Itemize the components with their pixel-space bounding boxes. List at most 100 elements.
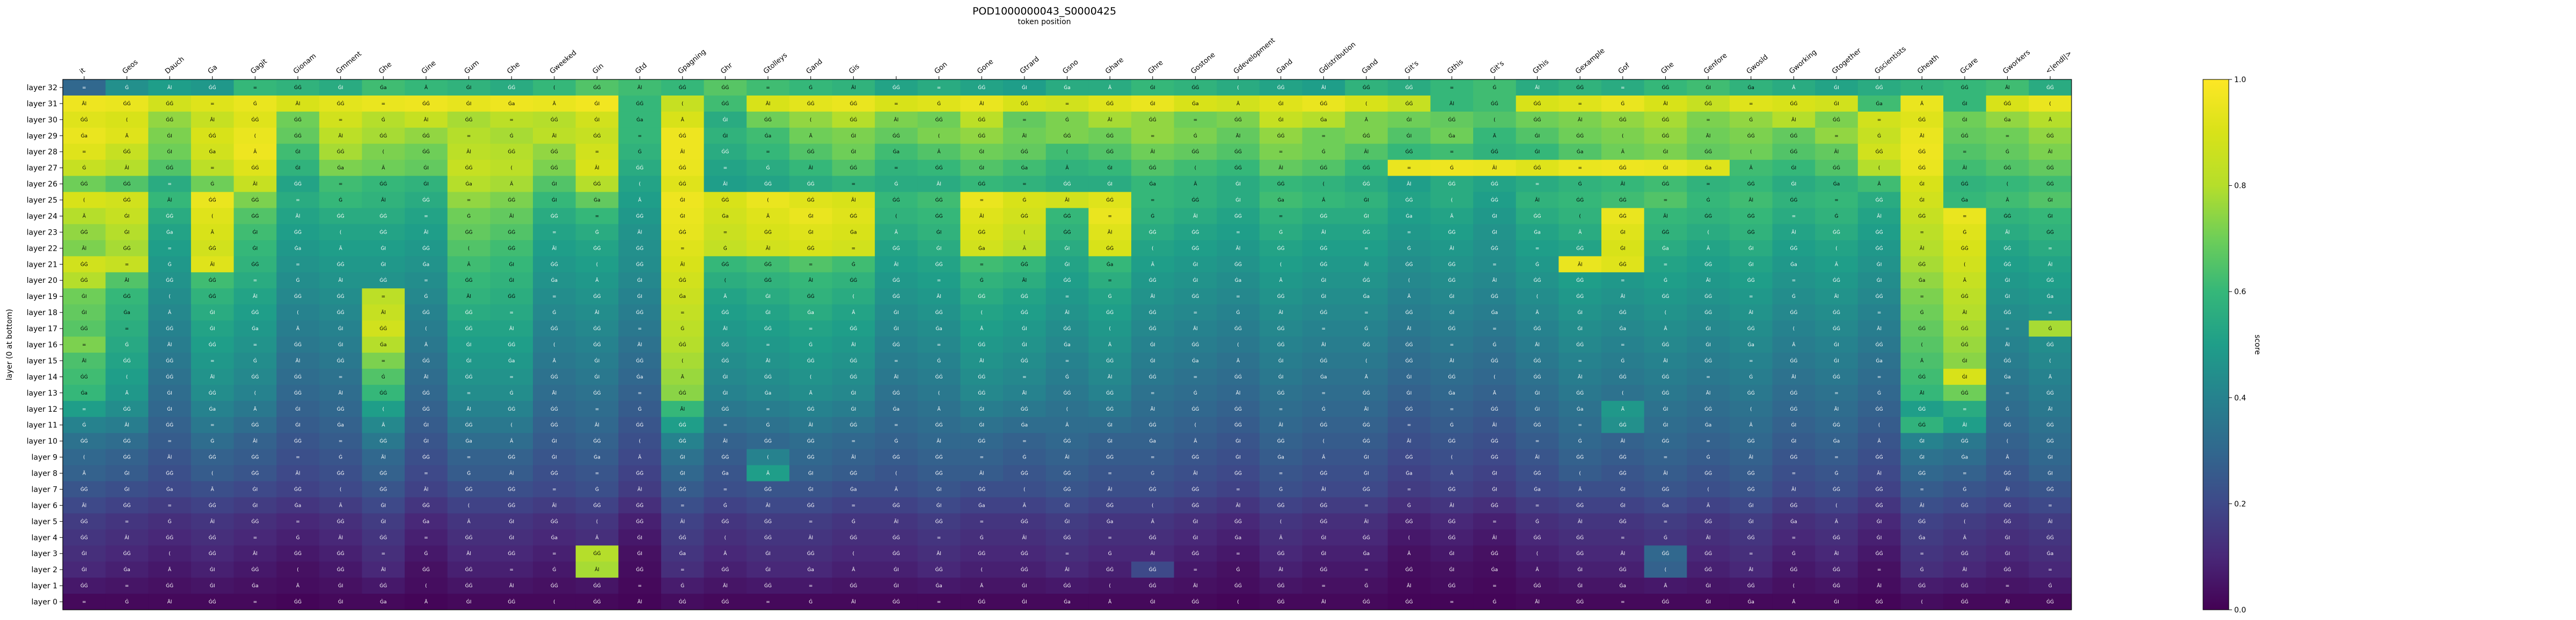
cell-token: ĠĠ (1064, 390, 1071, 396)
cell-token: ĠĠ (1961, 599, 1968, 605)
cell-token: Āl (338, 535, 343, 541)
col-tick-label: Gheath (1916, 53, 1941, 76)
cell-token: = (1322, 583, 1326, 589)
cell-token: = (125, 519, 129, 524)
cell-token: = (1492, 262, 1497, 267)
cell-token: ĠI (680, 213, 685, 219)
cell-token: Āl (936, 551, 941, 557)
cell-token: ĠĠ (1662, 133, 1669, 139)
cell-token: Ġ (1236, 567, 1240, 573)
cell-token: Ā (1023, 245, 1027, 251)
cell-token: ĠĠ (679, 133, 686, 139)
heatmap-cell (1558, 143, 1602, 161)
cell-token: ĠĠ (1876, 342, 1883, 348)
cell-token: = (638, 391, 642, 396)
cell-token: = (296, 519, 300, 524)
cell-token: ĠĠ (1534, 278, 1541, 283)
cell-token: ĠI (552, 198, 557, 203)
cell-token: ĠĠ (1106, 133, 1114, 139)
cell-token: ( (1323, 182, 1325, 187)
cell-token: ĠĠ (1576, 551, 1584, 557)
heatmap-cell (1473, 127, 1517, 144)
cell-token: Āl (1108, 486, 1113, 492)
cell-token: ĠĠ (1277, 502, 1285, 508)
cell-token: Ġa (1962, 455, 1968, 461)
col-tick-label: Gexample (1574, 47, 1606, 76)
cell-token: Āl (466, 406, 471, 412)
cell-token: ĠĠ (764, 261, 772, 267)
heatmap-cell (1217, 111, 1260, 128)
cell-token: ĠĠ (1320, 245, 1327, 251)
cell-token: ( (1665, 310, 1667, 316)
cell-token: Āl (1022, 278, 1027, 283)
cell-token: ĠI (1877, 278, 1882, 283)
cell-token: ĠĠ (465, 117, 473, 123)
cell-token: ĠI (936, 486, 942, 492)
row-tick-label: layer 17 (27, 325, 57, 333)
col-tick-label: Gum (463, 59, 480, 76)
cell-token: Ā (980, 583, 984, 589)
heatmap-cell (1516, 176, 1559, 193)
cell-token: Āl (82, 502, 86, 508)
cell-token: ĠĠ (508, 198, 515, 203)
cell-token: ĠĠ (2004, 567, 2011, 573)
cell-token: ĠĠ (209, 278, 216, 283)
heatmap-cell (233, 159, 277, 177)
heatmap-cell (875, 159, 918, 177)
cell-token: ĠĠ (1833, 422, 1840, 428)
cell-token: ĠĠ (1576, 502, 1584, 508)
cell-token: Ā (1963, 278, 1967, 283)
cell-token: Ġ (1920, 310, 1924, 316)
cell-token: Āl (1321, 229, 1326, 235)
cell-token: ( (1793, 326, 1795, 332)
cell-token: = (167, 503, 172, 508)
cell-token: Ā (553, 358, 557, 364)
cell-token: ĠĠ (1363, 390, 1370, 396)
cell-token: = (296, 455, 300, 461)
cell-token: = (1065, 551, 1070, 557)
cell-token: ĠĠ (721, 406, 729, 412)
cell-token: ĠĠ (1662, 551, 1669, 557)
cell-token: ĠĠ (1918, 519, 1926, 524)
heatmap-cell (1857, 79, 1901, 96)
cell-token: Ġ (1834, 213, 1838, 219)
cell-token: = (552, 487, 557, 492)
heatmap-cell (362, 127, 405, 144)
cell-token: ĠĠ (1876, 502, 1883, 508)
cell-token: Ā (1621, 406, 1625, 412)
cell-token: Āl (680, 519, 685, 524)
heatmap-cell (276, 79, 320, 96)
cell-token: ĠI (295, 165, 301, 171)
cell-token: ĠĠ (594, 181, 601, 187)
cell-token: Ġa (1491, 567, 1498, 573)
cell-token: Ġa (1363, 551, 1370, 557)
cell-token: ĠĠ (1064, 535, 1071, 541)
cell-token: ĠĠ (379, 390, 387, 396)
cell-token: Ġ (339, 455, 342, 461)
cell-token: ĠĠ (422, 310, 430, 316)
cell-token: ( (383, 150, 385, 155)
cell-token: = (979, 519, 984, 524)
heatmap-cell (533, 143, 576, 161)
cell-token: ĠI (1919, 455, 1924, 461)
cell-token: ĠĠ (1448, 278, 1455, 283)
cell-token: ĠĠ (465, 278, 473, 283)
cell-token: ĠĠ (1491, 198, 1498, 203)
heatmap-cell (1729, 95, 1773, 112)
cell-token: ĠI (1962, 117, 1967, 123)
heatmap-cell (917, 79, 961, 96)
row-tick-label: layer 0 (32, 598, 57, 607)
heatmap-cell (575, 143, 619, 161)
cell-token: Ġ (1578, 181, 1582, 187)
cell-token: Ġ (125, 85, 129, 91)
cell-token: ĠĠ (1064, 278, 1071, 283)
cell-token: Ā (1450, 213, 1454, 219)
cell-token: = (1407, 487, 1411, 492)
cell-token: Āl (1108, 229, 1113, 235)
cell-token: Ġa (1790, 261, 1797, 267)
cell-token: ĠI (2047, 455, 2053, 461)
heatmap-cell (917, 192, 961, 209)
cell-token: ĠĠ (636, 502, 643, 508)
col-tick-label: Ghare (1104, 56, 1125, 76)
cell-token: ĠĠ (1747, 583, 1755, 589)
